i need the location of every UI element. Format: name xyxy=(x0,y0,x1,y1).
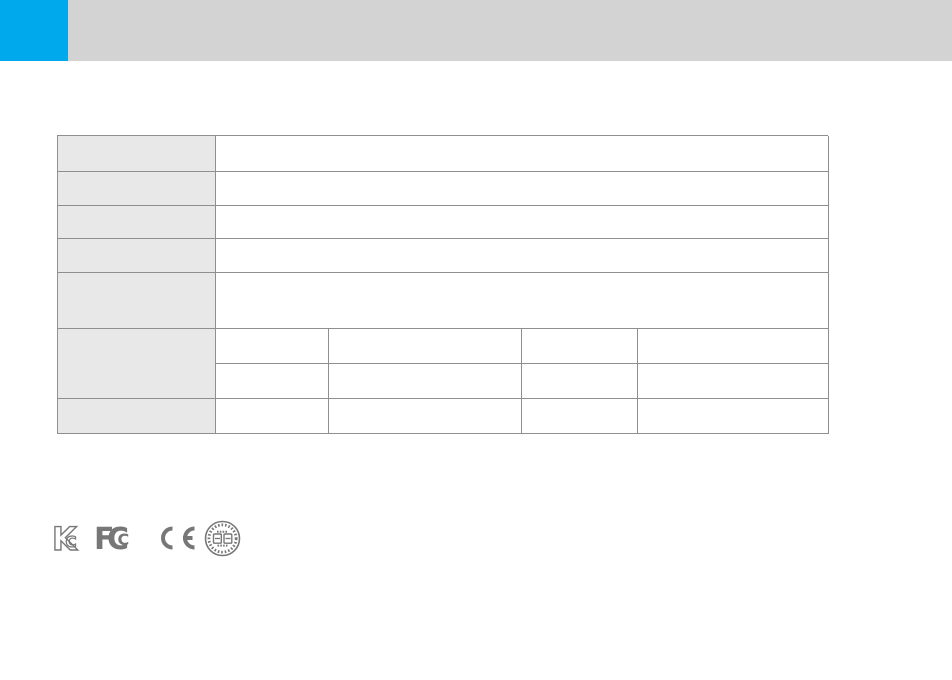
spec-value-cell xyxy=(329,329,522,364)
compliance-seal-icon xyxy=(204,520,241,556)
spec-value-cell xyxy=(216,273,829,329)
spec-value-cell xyxy=(216,239,829,273)
spec-value-cell xyxy=(216,399,329,434)
certification-marks: K C F C C xyxy=(52,519,241,557)
spec-value-cell xyxy=(522,329,638,364)
seal-outer-ring xyxy=(204,520,241,556)
ce-letter-c xyxy=(161,526,173,550)
spec-value-cell xyxy=(216,136,829,172)
spec-value-cell xyxy=(216,172,829,206)
header-bar xyxy=(0,0,952,61)
spec-value-cell xyxy=(216,364,329,399)
fcc-letter-c1: C xyxy=(107,525,129,551)
spec-value-cell xyxy=(522,364,638,399)
fcc-letter-f: F xyxy=(94,525,115,551)
spec-label-cell xyxy=(58,172,216,206)
kc-letter-c: C xyxy=(66,533,77,551)
spec-label-cell xyxy=(58,239,216,273)
seal-left-badge xyxy=(212,532,223,544)
spec-value-cell xyxy=(522,399,638,434)
seal-text-ring xyxy=(207,522,238,554)
spec-value-cell xyxy=(216,329,329,364)
spec-value-cell xyxy=(329,399,522,434)
kc-mark-icon: K C xyxy=(52,521,79,555)
header-accent-square xyxy=(0,0,68,61)
kc-letter-k: K xyxy=(52,521,78,555)
spec-value-cell xyxy=(638,329,829,364)
spec-label-cell xyxy=(58,399,216,434)
spec-label-cell xyxy=(58,136,216,172)
spec-value-cell xyxy=(638,364,829,399)
spec-value-cell xyxy=(638,399,829,434)
seal-right-badge xyxy=(223,532,233,544)
spec-table xyxy=(57,135,829,434)
fcc-mark-icon: F C C xyxy=(94,525,130,551)
spec-label-cell-merged xyxy=(58,329,216,399)
spec-value-cell xyxy=(216,206,829,239)
ce-mark-icon xyxy=(161,526,195,550)
spec-label-cell xyxy=(58,273,216,329)
spec-value-cell xyxy=(329,364,522,399)
spec-label-cell xyxy=(58,206,216,239)
fcc-letter-c2: C xyxy=(118,530,130,549)
